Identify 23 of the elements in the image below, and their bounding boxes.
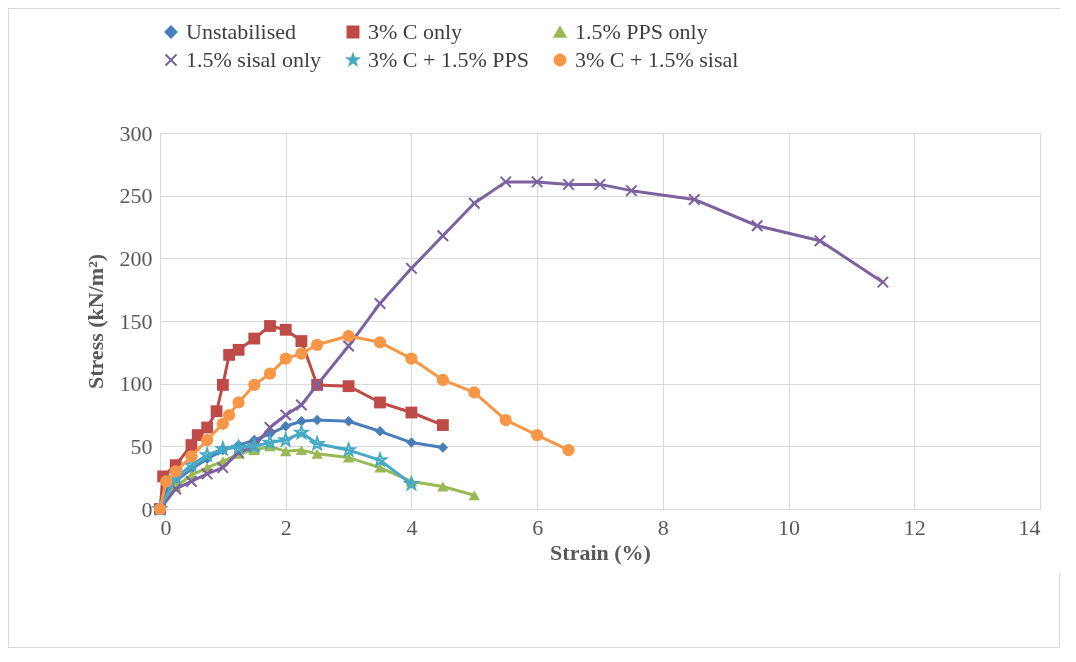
x-tick-label: 6 bbox=[532, 514, 544, 540]
legend-label: 1.5% sisal only bbox=[186, 47, 322, 72]
y-tick-label: 150 bbox=[119, 308, 153, 334]
x-tick-label: 10 bbox=[778, 514, 801, 540]
legend-label: 3% C + 1.5% PPS bbox=[368, 47, 529, 72]
y-tick-label: 250 bbox=[119, 183, 153, 209]
x-tick-label: 2 bbox=[280, 514, 292, 540]
y-tick-label: 300 bbox=[119, 120, 153, 146]
x-tick-label: 14 bbox=[1018, 514, 1041, 540]
y-axis-title: Stress (kN/m²) bbox=[82, 253, 108, 390]
legend-label: 3% C + 1.5% sisal bbox=[575, 47, 739, 72]
x-tick-label: 12 bbox=[903, 514, 926, 540]
x-tick-label: 0 bbox=[160, 514, 172, 540]
y-tick-label: 100 bbox=[119, 371, 153, 397]
x-tick-label: 4 bbox=[406, 514, 418, 540]
legend-label: Unstabilised bbox=[186, 19, 296, 44]
legend-label: 1.5% PPS only bbox=[575, 19, 708, 44]
x-axis-title: Strain (%) bbox=[550, 539, 651, 565]
y-tick-label: 0 bbox=[141, 496, 153, 522]
y-tick-label: 50 bbox=[130, 433, 153, 459]
y-tick-label: 200 bbox=[119, 245, 153, 271]
legend-label: 3% C only bbox=[368, 19, 463, 44]
x-tick-label: 8 bbox=[657, 514, 669, 540]
